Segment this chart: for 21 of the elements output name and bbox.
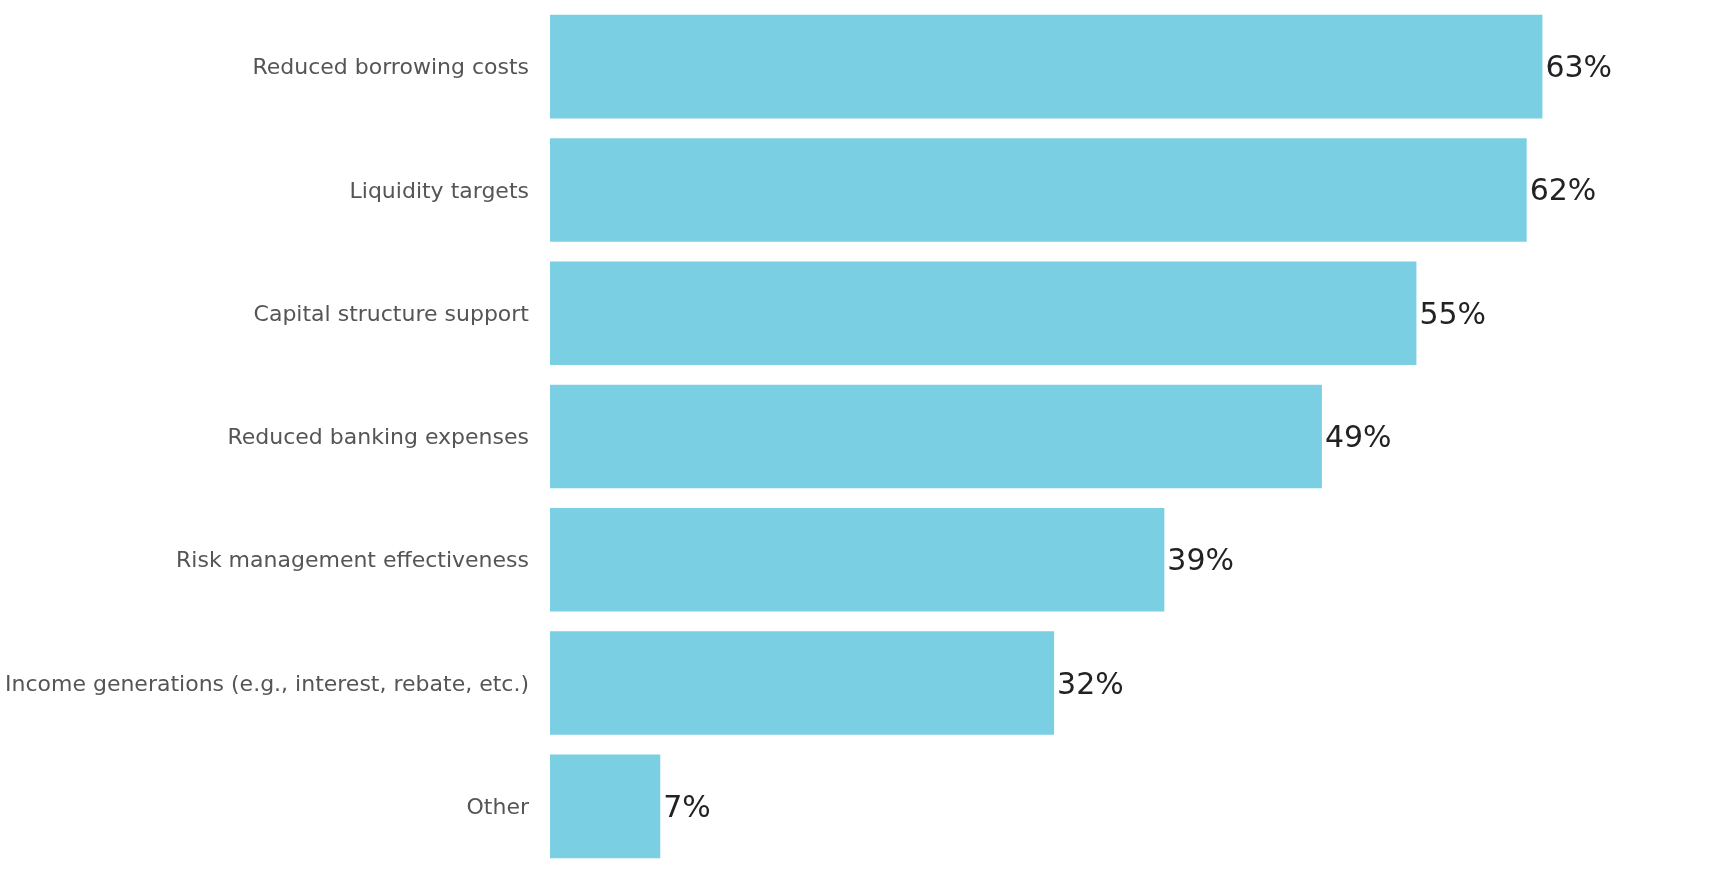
data-label: 63%: [1545, 49, 1613, 85]
data-label: 39%: [1167, 542, 1235, 578]
y-tick-label: Risk management effectiveness: [176, 547, 529, 573]
bar: [550, 508, 1165, 612]
y-tick-label: Reduced banking expenses: [227, 424, 529, 450]
data-label: 55%: [1419, 295, 1487, 331]
bar: [550, 14, 1543, 119]
data-label: 49%: [1324, 419, 1392, 454]
data-label: 7%: [663, 788, 711, 824]
y-tick-label: Income generations (e.g., interest, rebate, etc.): [4, 670, 529, 696]
data-label: 62%: [1529, 172, 1597, 208]
y-tick-label: Other: [466, 794, 530, 820]
bar: [550, 138, 1527, 242]
bar: [550, 384, 1322, 489]
bar: [550, 754, 661, 859]
y-tick-label: Reduced borrowing costs: [252, 54, 529, 80]
data-label: 32%: [1057, 665, 1124, 701]
y-tick-label: Liquidity targets: [349, 177, 529, 203]
bar: [550, 631, 1055, 735]
bar: [550, 261, 1417, 365]
y-tick-label: Capital structure support: [253, 300, 530, 326]
